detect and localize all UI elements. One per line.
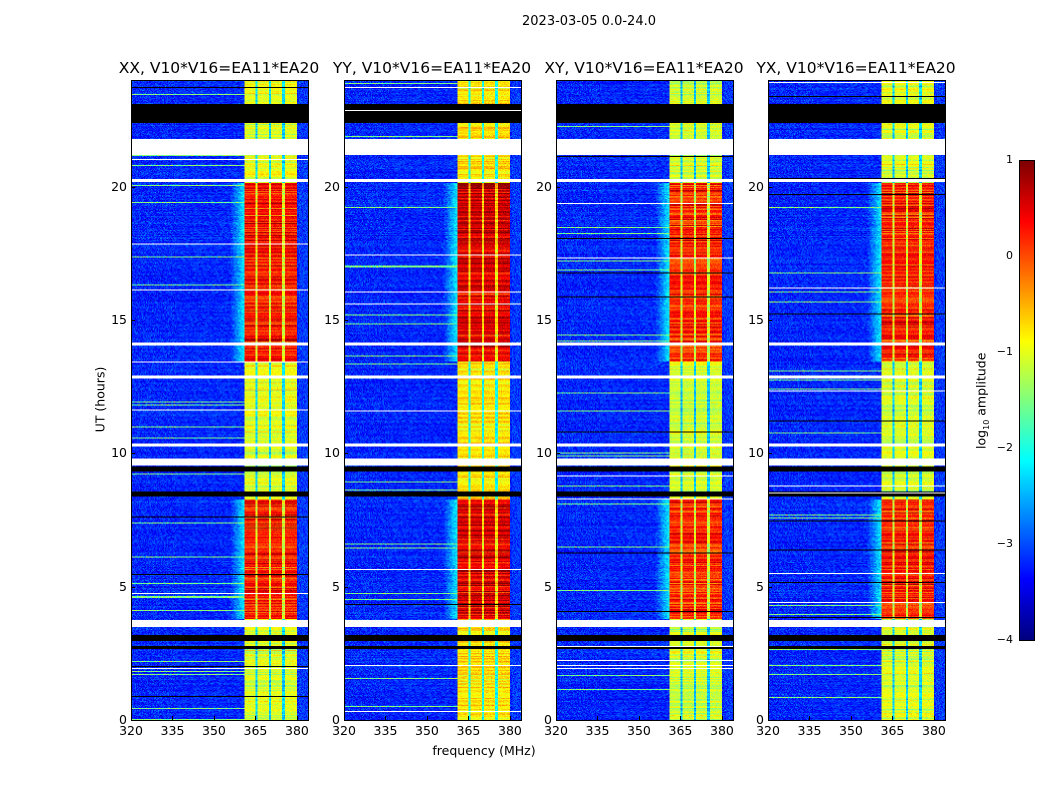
y-tick-mark bbox=[131, 453, 135, 455]
y-tick-label: 10 bbox=[324, 445, 340, 461]
x-tick-label: 335 bbox=[797, 723, 822, 738]
x-tick-mark bbox=[131, 716, 132, 720]
x-tick-label: 350 bbox=[627, 723, 651, 738]
x-tick-mark bbox=[172, 716, 174, 720]
y-tick-mark bbox=[556, 720, 560, 721]
y-tick-mark bbox=[344, 720, 348, 721]
y-tick-mark bbox=[344, 586, 348, 588]
x-tick-label: 365 bbox=[456, 723, 481, 738]
y-tick-mark bbox=[131, 320, 135, 321]
x-tick-mark bbox=[556, 716, 557, 720]
y-tick-label: 5 bbox=[332, 578, 340, 594]
y-tick-label: 5 bbox=[544, 578, 552, 594]
colorbar-tick-label: 0 bbox=[1006, 249, 1013, 262]
x-tick-mark bbox=[426, 716, 428, 720]
x-tick-label: 335 bbox=[585, 723, 610, 738]
x-tick-label: 380 bbox=[922, 723, 946, 738]
x-tick-label: 350 bbox=[415, 723, 439, 738]
y-tick-label: 20 bbox=[536, 178, 552, 194]
x-tick-mark bbox=[509, 716, 511, 720]
waterfall-heatmap-XY bbox=[556, 80, 734, 721]
waterfall-heatmap-XX bbox=[131, 80, 309, 721]
y-tick-label: 15 bbox=[111, 312, 127, 327]
y-tick-label: 20 bbox=[111, 178, 127, 194]
y-tick-mark bbox=[768, 453, 772, 455]
y-tick-label: 20 bbox=[748, 178, 764, 194]
y-tick-mark bbox=[556, 186, 560, 188]
y-tick-mark bbox=[131, 186, 135, 188]
y-tick-label: 10 bbox=[111, 445, 127, 461]
x-tick-mark bbox=[892, 716, 894, 720]
y-tick-label: 20 bbox=[324, 178, 340, 194]
y-tick-mark bbox=[768, 186, 772, 188]
y-tick-mark bbox=[556, 453, 560, 455]
y-tick-label: 0 bbox=[544, 712, 552, 727]
colorbar-tick-label: 1 bbox=[1006, 153, 1013, 166]
waterfall-heatmap-YY bbox=[344, 80, 522, 721]
x-tick-label: 320 bbox=[332, 723, 356, 738]
x-tick-mark bbox=[680, 716, 682, 720]
figure-title: 2023-03-05 0.0-24.0 bbox=[522, 14, 656, 29]
colorbar bbox=[1019, 160, 1035, 641]
y-tick-label: 10 bbox=[536, 445, 552, 461]
x-tick-label: 365 bbox=[243, 723, 268, 738]
y-tick-mark bbox=[556, 586, 560, 588]
y-tick-label: 0 bbox=[756, 712, 764, 727]
panel-title-XY: XY, V10*V16=EA11*EA20 bbox=[544, 59, 744, 77]
colorbar-tick-label: −4 bbox=[996, 633, 1013, 646]
x-tick-mark bbox=[385, 716, 387, 720]
y-tick-label: 0 bbox=[332, 712, 340, 727]
x-tick-label: 380 bbox=[285, 723, 309, 738]
x-tick-label: 350 bbox=[839, 723, 863, 738]
y-tick-label: 5 bbox=[756, 578, 764, 594]
panel-title-YY: YY, V10*V16=EA11*EA20 bbox=[332, 59, 532, 77]
y-tick-label: 15 bbox=[324, 312, 340, 327]
y-tick-label: 10 bbox=[748, 445, 764, 461]
y-tick-mark bbox=[768, 720, 772, 721]
y-tick-mark bbox=[768, 586, 772, 588]
colorbar-tick-label: −3 bbox=[996, 537, 1013, 550]
x-tick-mark bbox=[721, 716, 723, 720]
x-tick-mark bbox=[597, 716, 599, 720]
x-tick-mark bbox=[468, 716, 470, 720]
x-tick-mark bbox=[296, 716, 298, 720]
x-tick-label: 380 bbox=[498, 723, 522, 738]
x-tick-mark bbox=[768, 716, 769, 720]
y-tick-mark bbox=[131, 586, 135, 588]
x-tick-mark bbox=[344, 716, 345, 720]
y-tick-mark bbox=[131, 720, 135, 721]
x-tick-mark bbox=[255, 716, 257, 720]
y-tick-mark bbox=[556, 320, 560, 321]
x-tick-label: 335 bbox=[373, 723, 398, 738]
x-tick-label: 380 bbox=[710, 723, 734, 738]
panel-title-XX: XX, V10*V16=EA11*EA20 bbox=[118, 59, 320, 77]
y-tick-label: 15 bbox=[536, 312, 552, 327]
x-tick-mark bbox=[850, 716, 852, 720]
y-tick-mark bbox=[344, 186, 348, 188]
x-tick-label: 335 bbox=[160, 723, 185, 738]
x-tick-label: 350 bbox=[202, 723, 226, 738]
y-tick-mark bbox=[344, 453, 348, 455]
x-tick-mark bbox=[933, 716, 935, 720]
x-tick-label: 365 bbox=[668, 723, 693, 738]
x-tick-label: 365 bbox=[880, 723, 905, 738]
y-axis-label: UT (hours) bbox=[92, 366, 108, 433]
x-tick-mark bbox=[809, 716, 811, 720]
y-tick-mark bbox=[344, 320, 348, 321]
x-tick-mark bbox=[638, 716, 640, 720]
x-tick-mark bbox=[213, 716, 215, 720]
x-axis-label: frequency (MHz) bbox=[432, 743, 536, 758]
x-tick-label: 320 bbox=[544, 723, 568, 738]
y-tick-mark bbox=[768, 320, 772, 321]
waterfall-heatmap-YX bbox=[768, 80, 946, 721]
y-tick-label: 0 bbox=[119, 712, 127, 727]
colorbar-tick-label: −2 bbox=[996, 441, 1013, 454]
x-tick-label: 320 bbox=[119, 723, 143, 738]
y-tick-label: 5 bbox=[119, 578, 127, 594]
y-tick-label: 15 bbox=[748, 312, 764, 327]
x-tick-label: 320 bbox=[756, 723, 780, 738]
colorbar-tick-label: −1 bbox=[996, 345, 1013, 358]
panel-title-YX: YX, V10*V16=EA11*EA20 bbox=[756, 59, 956, 77]
